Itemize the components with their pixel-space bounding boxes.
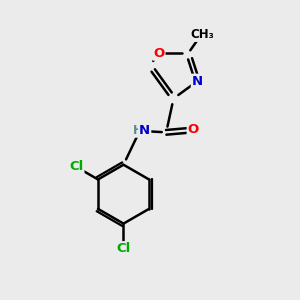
Text: Cl: Cl	[69, 160, 83, 173]
Text: Cl: Cl	[116, 242, 130, 255]
Text: O: O	[153, 47, 164, 60]
Text: CH₃: CH₃	[190, 28, 214, 41]
Text: N: N	[139, 124, 150, 137]
Text: O: O	[188, 124, 199, 136]
Text: H: H	[133, 124, 143, 137]
Text: N: N	[192, 75, 203, 88]
